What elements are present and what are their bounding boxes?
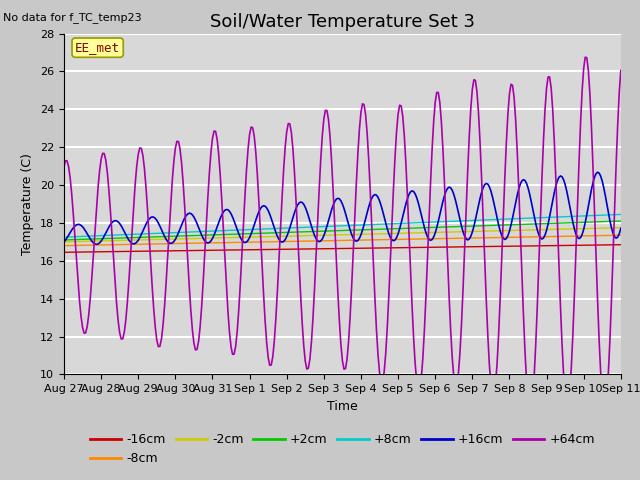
+16cm (594, 169, 602, 175)
+16cm (397, 220, 405, 226)
+64cm (550, 138, 558, 144)
Line: +8cm: +8cm (64, 215, 621, 237)
+16cm (617, 226, 625, 231)
+8cm (617, 212, 625, 217)
-2cm (617, 225, 625, 230)
Text: No data for f_TC_temp23: No data for f_TC_temp23 (3, 12, 142, 23)
-8cm (60, 243, 68, 249)
+16cm (165, 240, 173, 246)
+64cm (581, 54, 589, 60)
Line: +2cm: +2cm (64, 221, 621, 240)
+2cm (617, 218, 625, 224)
+8cm (396, 220, 403, 226)
-16cm (60, 250, 68, 255)
Line: -8cm: -8cm (64, 235, 621, 246)
-8cm (408, 236, 416, 242)
Line: -16cm: -16cm (64, 245, 621, 252)
Text: EE_met: EE_met (75, 41, 120, 54)
+2cm (76, 237, 83, 242)
+8cm (408, 220, 416, 226)
+8cm (164, 230, 172, 236)
Y-axis label: Temperature (C): Temperature (C) (22, 153, 35, 255)
-2cm (76, 239, 83, 244)
+16cm (379, 208, 387, 214)
-16cm (396, 245, 403, 251)
+2cm (396, 226, 403, 231)
Line: +16cm: +16cm (64, 172, 621, 244)
-16cm (164, 248, 172, 254)
+2cm (377, 226, 385, 232)
X-axis label: Time: Time (327, 400, 358, 413)
-8cm (164, 241, 172, 247)
+8cm (60, 234, 68, 240)
Legend: -16cm, -8cm, -2cm, +2cm, +8cm, +16cm, +64cm: -16cm, -8cm, -2cm, +2cm, +8cm, +16cm, +6… (85, 428, 600, 470)
Title: Soil/Water Temperature Set 3: Soil/Water Temperature Set 3 (210, 12, 475, 31)
-2cm (377, 231, 385, 237)
-16cm (549, 243, 557, 249)
-2cm (164, 236, 172, 242)
-8cm (617, 232, 625, 238)
-16cm (76, 249, 83, 255)
-2cm (396, 230, 403, 236)
+2cm (60, 237, 68, 243)
-16cm (377, 245, 385, 251)
-16cm (617, 242, 625, 248)
+2cm (164, 234, 172, 240)
+16cm (550, 190, 558, 195)
-8cm (76, 242, 83, 248)
Line: -2cm: -2cm (64, 228, 621, 242)
+64cm (164, 254, 172, 260)
+16cm (410, 189, 417, 194)
+64cm (377, 379, 385, 384)
+64cm (396, 102, 403, 108)
+64cm (525, 408, 533, 413)
+64cm (617, 68, 625, 73)
+2cm (408, 225, 416, 231)
-2cm (60, 239, 68, 245)
+64cm (76, 297, 83, 303)
+8cm (549, 214, 557, 220)
-8cm (377, 237, 385, 242)
-16cm (408, 245, 416, 251)
+64cm (60, 163, 68, 169)
+8cm (377, 221, 385, 227)
+2cm (549, 220, 557, 226)
+16cm (76, 222, 83, 228)
-2cm (549, 227, 557, 232)
-8cm (396, 237, 403, 242)
-8cm (549, 234, 557, 240)
Line: +64cm: +64cm (64, 57, 621, 410)
+64cm (408, 301, 416, 307)
+16cm (93, 241, 100, 247)
+16cm (60, 239, 68, 245)
-2cm (408, 230, 416, 236)
+8cm (76, 234, 83, 240)
